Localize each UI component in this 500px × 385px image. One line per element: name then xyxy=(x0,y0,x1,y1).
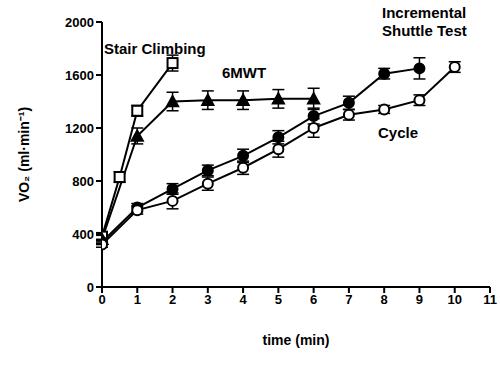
svg-text:4: 4 xyxy=(239,292,247,307)
svg-text:VO₂ (ml·min⁻¹): VO₂ (ml·min⁻¹) xyxy=(16,107,32,202)
svg-text:7: 7 xyxy=(345,292,352,307)
svg-text:8: 8 xyxy=(381,292,388,307)
html-text:Cycle: Cycle xyxy=(378,124,418,141)
svg-text:2: 2 xyxy=(169,292,176,307)
svg-text:3: 3 xyxy=(204,292,211,307)
html-text:Incremental Shuttle Test: Incremental Shuttle Test xyxy=(382,4,467,39)
svg-text:11: 11 xyxy=(483,292,492,307)
svg-text:1200: 1200 xyxy=(65,121,94,136)
svg-text:400: 400 xyxy=(72,227,94,242)
svg-text:0: 0 xyxy=(87,280,94,295)
svg-text:5: 5 xyxy=(275,292,282,307)
svg-text:6: 6 xyxy=(310,292,317,307)
svg-text:time (min): time (min) xyxy=(263,332,330,348)
svg-text:1600: 1600 xyxy=(65,68,94,83)
html-text:6MWT: 6MWT xyxy=(222,64,267,81)
svg-text:0: 0 xyxy=(98,292,105,307)
svg-text:10: 10 xyxy=(447,292,461,307)
html-text:Stair Climbing: Stair Climbing xyxy=(104,40,206,57)
svg-text:1: 1 xyxy=(134,292,141,307)
svg-text:9: 9 xyxy=(416,292,423,307)
svg-text:800: 800 xyxy=(72,174,94,189)
svg-text:2000: 2000 xyxy=(65,15,94,30)
